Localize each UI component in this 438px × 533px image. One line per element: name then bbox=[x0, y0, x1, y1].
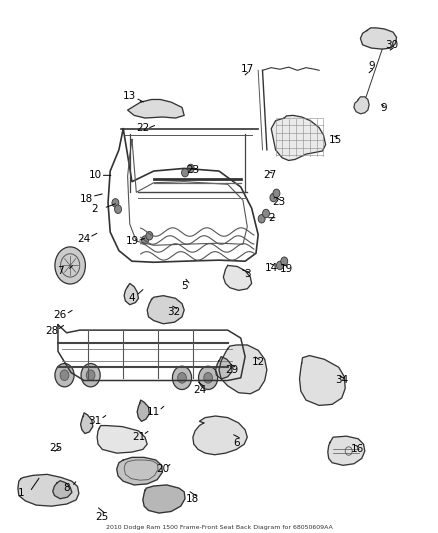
Text: 19: 19 bbox=[280, 264, 293, 274]
Polygon shape bbox=[328, 436, 365, 465]
Circle shape bbox=[258, 215, 265, 223]
Circle shape bbox=[187, 164, 194, 173]
Text: 11: 11 bbox=[147, 407, 160, 417]
Text: 25: 25 bbox=[49, 443, 63, 453]
Text: 4: 4 bbox=[129, 293, 135, 303]
Text: 31: 31 bbox=[88, 416, 102, 426]
Text: 17: 17 bbox=[240, 64, 254, 74]
Text: 16: 16 bbox=[351, 445, 364, 455]
Circle shape bbox=[262, 209, 269, 217]
Text: 24: 24 bbox=[193, 384, 206, 394]
Text: 10: 10 bbox=[88, 171, 102, 180]
Circle shape bbox=[281, 257, 288, 265]
Circle shape bbox=[270, 193, 277, 202]
Text: 15: 15 bbox=[329, 135, 342, 146]
Text: 8: 8 bbox=[64, 483, 70, 493]
Text: 5: 5 bbox=[181, 281, 187, 291]
Text: 12: 12 bbox=[251, 357, 265, 367]
Circle shape bbox=[55, 247, 85, 284]
Circle shape bbox=[86, 370, 95, 381]
Text: 18: 18 bbox=[186, 494, 200, 504]
Text: 21: 21 bbox=[132, 432, 145, 442]
Polygon shape bbox=[354, 97, 369, 114]
Text: 1: 1 bbox=[18, 488, 24, 498]
Circle shape bbox=[273, 189, 280, 198]
Circle shape bbox=[146, 231, 153, 240]
Polygon shape bbox=[223, 265, 252, 290]
Text: 2: 2 bbox=[92, 204, 98, 214]
Text: 6: 6 bbox=[233, 438, 240, 448]
Circle shape bbox=[60, 370, 69, 381]
Circle shape bbox=[81, 364, 100, 387]
Circle shape bbox=[178, 373, 186, 383]
Text: 2: 2 bbox=[268, 213, 275, 223]
Text: 14: 14 bbox=[265, 263, 278, 272]
Polygon shape bbox=[271, 115, 325, 160]
Text: 9: 9 bbox=[368, 61, 374, 71]
Polygon shape bbox=[147, 296, 184, 324]
Text: 27: 27 bbox=[264, 171, 277, 180]
Circle shape bbox=[173, 366, 191, 390]
Text: 13: 13 bbox=[123, 91, 136, 101]
Circle shape bbox=[204, 373, 212, 383]
Circle shape bbox=[276, 261, 283, 270]
Polygon shape bbox=[53, 481, 72, 499]
Polygon shape bbox=[215, 357, 232, 379]
Circle shape bbox=[112, 199, 119, 207]
Text: 32: 32 bbox=[167, 306, 180, 317]
Circle shape bbox=[182, 168, 188, 177]
Polygon shape bbox=[143, 485, 185, 513]
Text: 22: 22 bbox=[136, 123, 149, 133]
Text: 23: 23 bbox=[272, 197, 286, 207]
Text: 18: 18 bbox=[80, 193, 93, 204]
Text: 9: 9 bbox=[380, 103, 387, 114]
Circle shape bbox=[198, 366, 218, 390]
Polygon shape bbox=[18, 474, 79, 506]
Text: 26: 26 bbox=[53, 310, 67, 320]
Circle shape bbox=[141, 236, 148, 244]
Text: 7: 7 bbox=[57, 266, 64, 276]
Text: 2010 Dodge Ram 1500 Frame-Front Seat Back Diagram for 68050609AA: 2010 Dodge Ram 1500 Frame-Front Seat Bac… bbox=[106, 526, 332, 530]
Text: 24: 24 bbox=[78, 234, 91, 244]
Polygon shape bbox=[124, 284, 138, 305]
Polygon shape bbox=[137, 400, 149, 421]
Text: 28: 28 bbox=[45, 326, 58, 336]
Polygon shape bbox=[193, 416, 247, 455]
Text: 34: 34 bbox=[335, 375, 348, 385]
Text: 19: 19 bbox=[125, 236, 138, 246]
Text: 30: 30 bbox=[385, 40, 399, 50]
Text: 20: 20 bbox=[156, 464, 169, 474]
Text: 29: 29 bbox=[226, 365, 239, 375]
Polygon shape bbox=[300, 356, 345, 406]
Polygon shape bbox=[127, 100, 184, 118]
Circle shape bbox=[115, 205, 121, 214]
Polygon shape bbox=[219, 345, 267, 394]
Text: 25: 25 bbox=[95, 512, 108, 522]
Polygon shape bbox=[360, 28, 396, 49]
Polygon shape bbox=[117, 457, 162, 485]
Polygon shape bbox=[81, 413, 93, 433]
Circle shape bbox=[55, 364, 74, 387]
Text: 3: 3 bbox=[244, 270, 251, 279]
Polygon shape bbox=[97, 425, 147, 453]
Text: 23: 23 bbox=[186, 165, 200, 175]
